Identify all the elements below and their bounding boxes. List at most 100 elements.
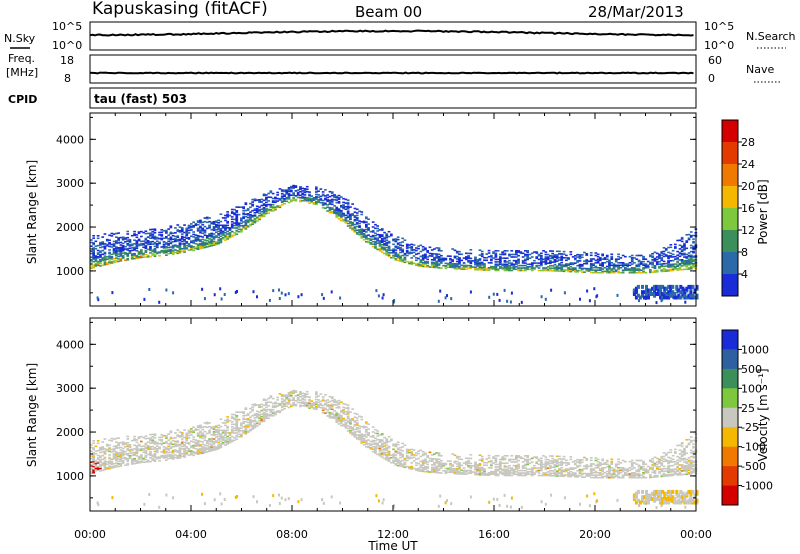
power-cell xyxy=(426,251,429,253)
power-cell xyxy=(617,253,620,256)
power-cell xyxy=(469,260,473,262)
power-cell xyxy=(301,199,304,202)
velocity-cell xyxy=(421,464,425,467)
power-cell xyxy=(353,220,357,222)
velocity-cell xyxy=(330,413,334,415)
power-cell xyxy=(121,242,125,245)
power-cell xyxy=(594,265,598,268)
power-cell xyxy=(642,263,645,265)
velocity-cell xyxy=(126,441,130,444)
power-cell xyxy=(546,258,550,261)
velocity-cell xyxy=(503,473,507,476)
power-cell xyxy=(221,231,225,234)
velocity-cell xyxy=(199,430,202,433)
power-cell xyxy=(185,244,189,247)
power-cell xyxy=(283,189,286,191)
power-cell xyxy=(371,221,375,223)
power-cell xyxy=(312,197,316,199)
velocity-cell xyxy=(358,433,361,436)
velocity-cell xyxy=(446,468,450,471)
power-cell xyxy=(428,246,432,249)
power-cell xyxy=(401,241,404,243)
power-cell xyxy=(215,235,218,237)
velocity-cell xyxy=(589,471,593,474)
power-cell xyxy=(235,224,239,227)
power-cell xyxy=(283,195,286,198)
velocity-cell xyxy=(410,457,414,459)
power-cell xyxy=(385,244,389,246)
velocity-cell xyxy=(540,459,543,462)
power-cell xyxy=(519,252,523,255)
power-cell xyxy=(662,267,666,270)
power-cell xyxy=(165,231,168,233)
velocity-cell xyxy=(101,464,105,467)
velocity-cell xyxy=(210,447,214,449)
velocity-cell xyxy=(115,441,118,443)
power-cell xyxy=(110,258,114,261)
power-cell xyxy=(244,228,248,230)
power-cell xyxy=(444,257,448,260)
velocity-cell xyxy=(385,451,389,454)
power-cell xyxy=(328,202,332,204)
power-cell xyxy=(99,261,102,263)
power-cell xyxy=(192,231,195,233)
velocity-cell xyxy=(267,413,270,416)
velocity-cell xyxy=(246,431,250,434)
velocity-cell xyxy=(330,403,334,406)
power-cell xyxy=(328,211,332,214)
power-cell xyxy=(524,258,527,261)
power-cell xyxy=(315,196,318,198)
velocity-cell xyxy=(587,465,591,468)
power-cell xyxy=(358,230,361,232)
power-cell xyxy=(490,254,493,257)
power-cell xyxy=(517,267,520,269)
power-cell xyxy=(328,210,332,213)
velocity-cell xyxy=(280,409,284,411)
power-cell xyxy=(565,269,568,271)
power-cell xyxy=(183,245,186,247)
power-cell xyxy=(676,250,679,253)
velocity-cell xyxy=(446,471,450,473)
velocity-cell xyxy=(585,466,589,469)
velocity-cell xyxy=(121,453,125,456)
velocity-cell xyxy=(424,465,427,468)
power-cell xyxy=(233,227,236,229)
velocity-cell xyxy=(469,472,473,474)
velocity-cell xyxy=(465,471,468,473)
power-cell xyxy=(689,266,693,269)
power-cell xyxy=(226,236,229,239)
velocity-cell xyxy=(178,444,182,447)
velocity-cell xyxy=(246,418,250,420)
velocity-cell xyxy=(437,458,441,461)
power-cell xyxy=(426,266,429,268)
power-cell xyxy=(385,252,389,255)
velocity-cell xyxy=(233,429,236,432)
power-cell xyxy=(355,231,359,234)
velocity-cell xyxy=(180,445,184,448)
velocity-cell xyxy=(158,457,161,460)
velocity-cell xyxy=(515,468,518,471)
power-cell xyxy=(626,264,629,267)
power-cell xyxy=(265,201,268,204)
velocity-cell xyxy=(137,437,141,439)
power-cell xyxy=(612,268,616,270)
power-cell xyxy=(151,233,155,236)
power-cell xyxy=(435,263,439,265)
power-cell xyxy=(315,187,318,190)
velocity-cell xyxy=(335,401,339,404)
velocity-cell xyxy=(360,416,364,418)
power-cell xyxy=(510,269,514,272)
velocity-cell xyxy=(269,410,273,412)
power-cell xyxy=(671,264,675,267)
velocity-cell xyxy=(371,434,375,437)
power-cell xyxy=(210,233,214,236)
velocity-cell xyxy=(201,447,205,449)
velocity-cell xyxy=(237,411,241,413)
power-cell xyxy=(217,242,220,245)
power-cell xyxy=(689,258,693,260)
power-cell xyxy=(105,258,109,260)
velocity-cell xyxy=(540,457,543,460)
power-cell xyxy=(351,203,354,205)
velocity-cell xyxy=(301,398,304,401)
power-cell xyxy=(558,266,561,269)
